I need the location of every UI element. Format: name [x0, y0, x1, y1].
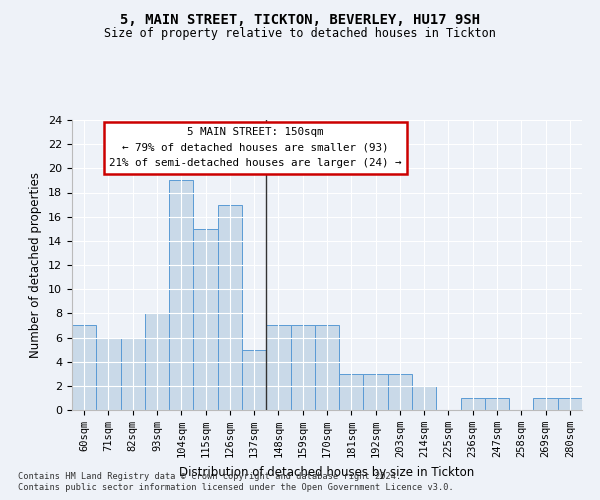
Bar: [558, 398, 582, 410]
Bar: [193, 229, 218, 410]
Bar: [72, 326, 96, 410]
Bar: [96, 338, 121, 410]
Bar: [145, 314, 169, 410]
Bar: [388, 374, 412, 410]
Bar: [485, 398, 509, 410]
Bar: [266, 326, 290, 410]
Bar: [218, 204, 242, 410]
Bar: [461, 398, 485, 410]
Bar: [169, 180, 193, 410]
Bar: [412, 386, 436, 410]
Bar: [533, 398, 558, 410]
Bar: [339, 374, 364, 410]
Y-axis label: Number of detached properties: Number of detached properties: [29, 172, 43, 358]
Text: 5, MAIN STREET, TICKTON, BEVERLEY, HU17 9SH: 5, MAIN STREET, TICKTON, BEVERLEY, HU17 …: [120, 12, 480, 26]
Bar: [121, 338, 145, 410]
Text: Contains public sector information licensed under the Open Government Licence v3: Contains public sector information licen…: [18, 484, 454, 492]
X-axis label: Distribution of detached houses by size in Tickton: Distribution of detached houses by size …: [179, 466, 475, 478]
Bar: [315, 326, 339, 410]
Text: Size of property relative to detached houses in Tickton: Size of property relative to detached ho…: [104, 28, 496, 40]
Bar: [242, 350, 266, 410]
Bar: [290, 326, 315, 410]
Text: 5 MAIN STREET: 150sqm
← 79% of detached houses are smaller (93)
21% of semi-deta: 5 MAIN STREET: 150sqm ← 79% of detached …: [109, 127, 402, 168]
Bar: [364, 374, 388, 410]
Text: Contains HM Land Registry data © Crown copyright and database right 2024.: Contains HM Land Registry data © Crown c…: [18, 472, 401, 481]
